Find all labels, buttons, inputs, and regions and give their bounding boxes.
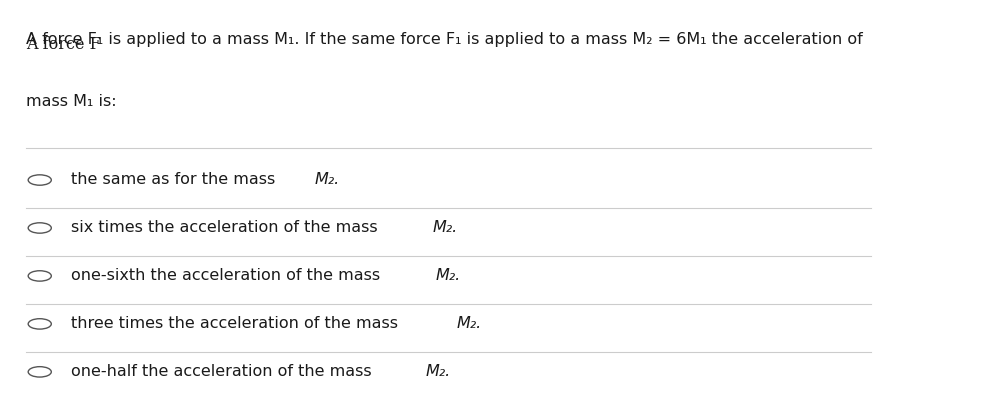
Text: mass M₁ is:: mass M₁ is: [27, 94, 117, 109]
Text: A force F: A force F [27, 36, 101, 53]
Text: A force F₁ is applied to a mass M₁. If the same force F₁ is applied to a mass M₂: A force F₁ is applied to a mass M₁. If t… [27, 32, 864, 47]
Text: three times the acceleration of the mass: three times the acceleration of the mass [71, 316, 403, 331]
Text: M₂.: M₂. [426, 364, 452, 379]
Text: M₂.: M₂. [314, 172, 339, 187]
Text: the same as for the mass: the same as for the mass [71, 172, 281, 187]
Text: six times the acceleration of the mass: six times the acceleration of the mass [71, 220, 382, 235]
Text: M₂.: M₂. [436, 268, 461, 283]
Text: one-half the acceleration of the mass: one-half the acceleration of the mass [71, 364, 376, 379]
Text: one-sixth the acceleration of the mass: one-sixth the acceleration of the mass [71, 268, 385, 283]
Text: M₂.: M₂. [433, 220, 458, 235]
Text: M₂.: M₂. [456, 316, 482, 331]
